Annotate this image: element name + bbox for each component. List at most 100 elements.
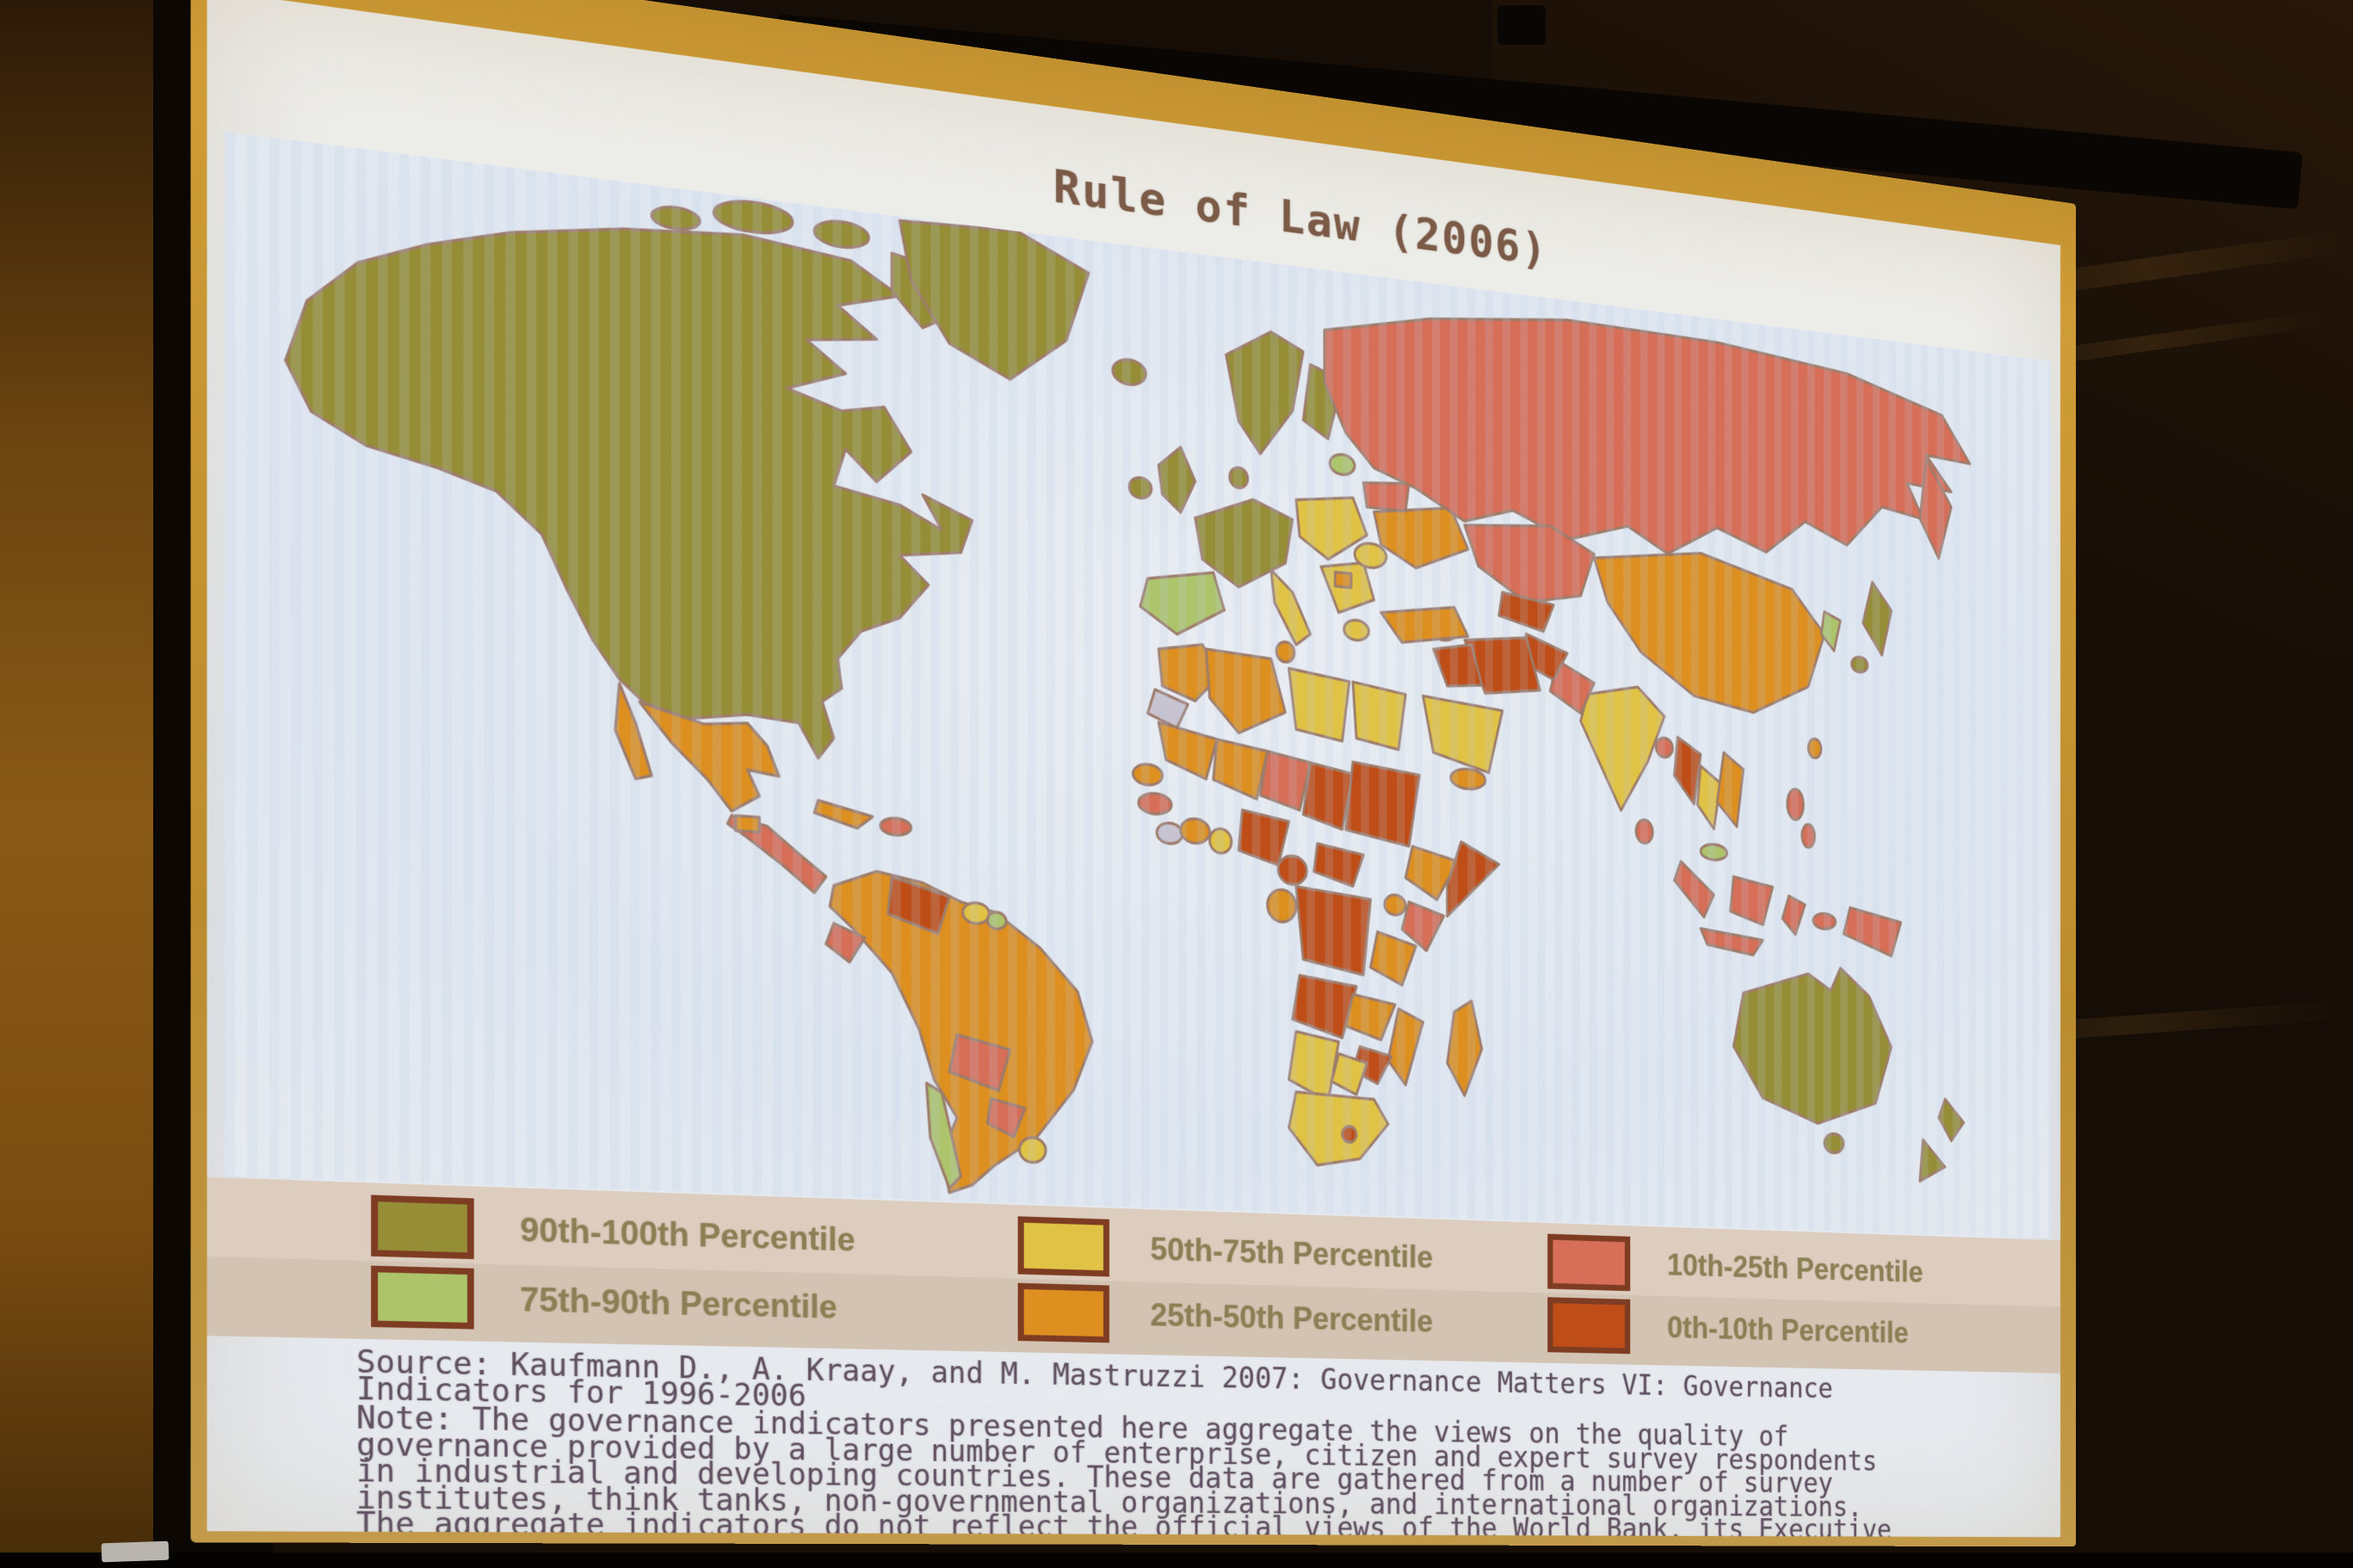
screen-mount-bracket — [1498, 5, 1546, 45]
region-tunisia — [1276, 641, 1294, 663]
region-mozambique — [1388, 1009, 1424, 1086]
region-arctic-island — [652, 205, 700, 232]
region-iran — [1465, 633, 1541, 699]
region-uzbekistan-turkmenistan — [1499, 592, 1553, 633]
region-kamchatka — [1920, 458, 1952, 559]
region-scandinavia — [1226, 326, 1304, 458]
region-ghana — [1210, 828, 1232, 854]
region-central-america-patch — [736, 816, 760, 832]
region-baja — [615, 683, 652, 781]
region-bangladesh — [1656, 738, 1672, 758]
region-algeria — [1206, 649, 1285, 737]
region-philippines-north — [1788, 788, 1804, 820]
region-central-europe — [1296, 491, 1367, 563]
region-morocco — [1158, 641, 1220, 703]
region-new-zealand-south — [1920, 1139, 1945, 1182]
region-greece — [1344, 619, 1369, 641]
legend-item-0-10: 0th-10th Percentile — [1547, 1297, 2060, 1363]
region-myanmar — [1674, 737, 1701, 805]
region-mali — [1214, 739, 1268, 800]
region-lesotho — [1343, 1126, 1356, 1142]
legend-item-75-90: 75th-90th Percentile — [371, 1265, 1018, 1341]
region-yemen — [1451, 768, 1485, 790]
region-serbia-patch — [1335, 572, 1350, 588]
projection-scene: Rule of Law (2006) — [190, 0, 2203, 1568]
region-finland — [1303, 364, 1342, 441]
legend-label: 10th-25th Percentile — [1667, 1247, 1924, 1289]
region-central-america — [727, 815, 825, 893]
region-ivory-coast — [1181, 818, 1210, 844]
slide: Rule of Law (2006) — [207, 0, 2061, 1538]
region-central-african-republic — [1314, 843, 1364, 887]
region-namibia — [1289, 1031, 1339, 1102]
region-australia — [1733, 961, 1891, 1127]
region-chad — [1303, 762, 1353, 830]
region-chile — [927, 1083, 961, 1189]
region-niger — [1260, 750, 1310, 811]
region-sulawesi — [1782, 895, 1805, 935]
legend-label: 75th-90th Percentile — [520, 1281, 837, 1326]
region-india — [1581, 682, 1664, 813]
region-western-sahara — [1148, 688, 1189, 728]
region-belarus — [1363, 478, 1409, 511]
region-liberia — [1157, 822, 1183, 844]
legend-item-25-50: 25th-50th Percentile — [1017, 1282, 1547, 1352]
note-text: Note: The governance indicators presente… — [356, 1399, 1892, 1537]
region-central-asia — [1465, 517, 1595, 608]
region-russia — [1325, 290, 1970, 584]
region-sudan — [1346, 762, 1420, 847]
region-senegal — [1133, 763, 1162, 786]
region-tasmania — [1825, 1133, 1843, 1153]
region-ukraine — [1374, 500, 1467, 573]
region-libya — [1289, 669, 1349, 742]
legend-label: 50th-75th Percentile — [1150, 1231, 1434, 1275]
region-malaysia — [1701, 843, 1727, 861]
region-japan — [1862, 581, 1891, 656]
world-map-svg — [225, 132, 2051, 1238]
region-borneo — [1730, 876, 1772, 925]
room-floor-shadow — [0, 1553, 2353, 1568]
region-vietnam — [1717, 752, 1743, 828]
projection-screen-frame: Rule of Law (2006) — [190, 0, 2077, 1547]
region-mexico — [639, 702, 779, 815]
region-baltics — [1330, 454, 1355, 476]
region-venezuela — [888, 876, 949, 934]
region-turkey — [1381, 601, 1468, 649]
legend-label: 90th-100th Percentile — [520, 1210, 855, 1258]
region-arctic-island — [713, 197, 793, 237]
region-new-guinea — [1843, 907, 1901, 956]
region-pakistan — [1550, 659, 1594, 714]
region-iraq — [1434, 641, 1482, 689]
region-italy — [1271, 570, 1311, 646]
region-afghanistan — [1520, 633, 1567, 681]
legend-swatch-90-100 — [371, 1195, 474, 1260]
region-guyana — [963, 902, 990, 924]
legend-item-10-25: 10th-25th Percentile — [1547, 1233, 2060, 1303]
room-wall-left — [0, 0, 153, 1568]
region-canada-usa — [286, 179, 973, 769]
region-hispaniola — [880, 818, 911, 836]
region-uruguay — [1020, 1137, 1047, 1163]
region-greenland — [899, 217, 1089, 388]
region-uganda — [1385, 894, 1405, 916]
region-zambia — [1346, 994, 1395, 1040]
region-ethiopia — [1405, 846, 1458, 901]
region-sri-lanka — [1636, 819, 1652, 844]
region-sumatra — [1674, 861, 1714, 917]
region-thailand — [1697, 766, 1720, 830]
region-iberia — [1140, 565, 1224, 639]
region-guinea — [1139, 793, 1171, 816]
region-indonesia-east — [1813, 913, 1836, 929]
region-saudi-arabia — [1423, 696, 1502, 774]
region-mauritania — [1158, 722, 1217, 780]
region-western-europe — [1195, 493, 1293, 592]
region-syria — [1430, 619, 1457, 641]
region-japan-south — [1851, 657, 1868, 673]
legend-swatch-10-25 — [1547, 1233, 1631, 1292]
floor-highlight — [101, 1540, 170, 1563]
region-botswana — [1331, 1053, 1367, 1096]
region-suriname — [987, 911, 1006, 929]
legend-swatch-75-90 — [371, 1265, 474, 1330]
region-cuba — [814, 800, 873, 830]
